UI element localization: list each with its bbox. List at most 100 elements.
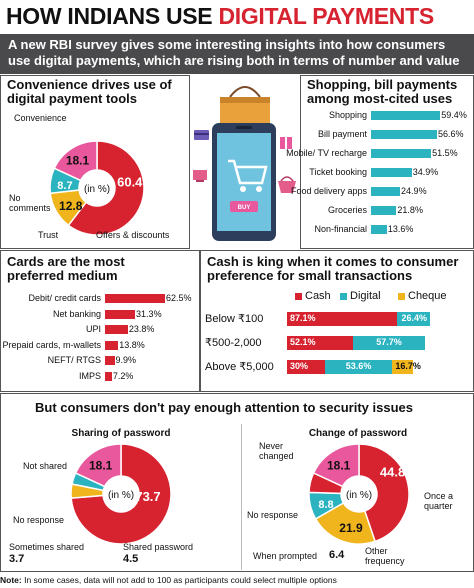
- medium-bar-0: [105, 294, 165, 303]
- cash-legend-swatch-1: [340, 293, 347, 300]
- uses-label-5: Groceries: [327, 205, 367, 215]
- sharing-value-3: 18.1: [89, 458, 113, 472]
- illustration: BUY: [190, 75, 300, 249]
- medium-label-3: Prepaid cards, m-wallets: [2, 339, 101, 350]
- buy-button: BUY: [230, 201, 258, 212]
- shopping-panel: Shopping, bill payments among most-cited…: [286, 75, 474, 250]
- change-value-4: 18.1: [327, 458, 351, 472]
- medium-value-5: 7.2%: [112, 370, 134, 381]
- shopping-illustration: BUY: [193, 86, 296, 241]
- cash-category-1: ₹500-2,000: [205, 337, 262, 349]
- uses-value-3: 34.9%: [412, 167, 439, 177]
- change-value-1: 21.9: [339, 521, 363, 535]
- cash-seg-0-1: 26.4%: [396, 312, 430, 326]
- uses-bar-chart: Shopping 59.4% Bill payment 56.6% Mobile/ TV…: [286, 76, 474, 250]
- uses-bar-5: [371, 206, 397, 215]
- convenience-value-2: 8.7: [57, 180, 72, 192]
- value-shared-password: 4.5: [123, 553, 139, 565]
- medium-value-1: 31.3%: [136, 308, 162, 319]
- medium-label-1: Net banking: [52, 308, 101, 319]
- medium-bar-chart: Debit/ credit cards 62.5% Net banking 31.3%…: [1, 251, 201, 393]
- label-once-a-quarter: Once a quarter: [424, 491, 454, 511]
- security-panel: But consumers don't pay enough attention…: [0, 393, 474, 572]
- uses-value-2: 51.5%: [432, 148, 458, 158]
- intro-text: A new RBI survey gives some interesting …: [0, 34, 474, 74]
- medium-label-4: NEFT/ RTGS: [47, 355, 101, 365]
- shopping-bag-icon: [220, 86, 270, 129]
- uses-bar-2: [371, 149, 432, 158]
- cash-legend-label-0: Cash: [305, 290, 331, 302]
- change-slice-4: [312, 443, 360, 488]
- shopping-title: Shopping, bill payments among most-cited…: [307, 77, 458, 106]
- cash-legend-swatch-0: [295, 293, 302, 300]
- cash-legend-label-2: Cheque: [408, 290, 447, 302]
- uses-value-1: 56.6%: [438, 129, 464, 139]
- medium-label-5: IMPS: [78, 370, 101, 381]
- label-trust: Trust: [38, 230, 59, 240]
- change-value-0: 44.8: [380, 464, 405, 479]
- cash-bar-chart: Below ₹100 87.1% 26.4% ₹500-2,000 52.1% 57.7%…: [201, 251, 474, 393]
- cash-category-2: Above ₹5,000: [205, 361, 274, 373]
- medium-label-0: Debit/ credit cards: [28, 293, 101, 303]
- convenience-value-3: 18.1: [66, 154, 90, 168]
- cash-legend-swatch-2: [398, 293, 405, 300]
- medium-bar-5: [105, 371, 112, 381]
- cash-legend-label-1: Digital: [350, 290, 381, 302]
- change-center-label: (in %): [346, 490, 372, 501]
- uses-bar-0: [371, 111, 441, 120]
- uses-value-5: 21.8%: [397, 205, 423, 215]
- change-value-2: 8.8: [318, 499, 333, 511]
- cash-panel: Cash is king when it comes to consumer p…: [200, 250, 474, 392]
- uses-label-0: Shopping: [328, 110, 367, 120]
- cash-seg-2-2: 16.7%: [392, 360, 421, 374]
- cash-title: Cash is king when it comes to consumer p…: [207, 254, 459, 283]
- cards-panel: Cards are the most preferred medium Debi…: [0, 250, 200, 392]
- uses-label-6: Non-financial: [314, 224, 367, 234]
- cash-seg-0-0: 87.1%: [287, 312, 397, 326]
- change-slice-0: [358, 443, 410, 543]
- cash-seg-1-0: 52.1%: [287, 336, 353, 350]
- credit-card-icon: [194, 130, 209, 140]
- label-offers-discounts: Offers & discounts: [96, 230, 170, 240]
- label-shared-password: Shared password: [123, 542, 194, 552]
- medium-bar-4: [105, 356, 115, 365]
- sharing-title: Sharing of password: [71, 428, 171, 439]
- convenience-slice-3: [53, 140, 98, 182]
- headline: HOW INDIANS USE DIGITAL PAYMENTS: [6, 3, 434, 29]
- security-donuts: 73.7 18.1 (in %) 44.8 21.9 8.8 18.1 (in %): [70, 443, 410, 545]
- divider: [241, 424, 242, 570]
- convenience-slice-0: [67, 140, 145, 236]
- uses-bar-3: [371, 168, 412, 177]
- convenience-value-1: 12.8: [59, 199, 83, 213]
- uses-label-2: Mobile/ TV recharge: [286, 148, 367, 158]
- medium-value-4: 9.9%: [115, 355, 137, 365]
- cash-seg-1-1: 57.7%: [352, 336, 426, 350]
- sharing-center-label: (in %): [108, 490, 134, 501]
- medium-label-2: UPI: [85, 324, 101, 334]
- uses-value-4: 24.9%: [401, 186, 427, 196]
- cash-seg-2-1: 53.6%: [324, 360, 393, 374]
- uses-bar-6: [371, 225, 387, 234]
- convenience-donut: 60.4 12.8 8.7 18.1 (in %): [49, 140, 145, 236]
- label-other-frequency: Other frequency: [365, 546, 405, 566]
- label-never-changed: Never changed: [259, 441, 294, 461]
- medium-value-2: 23.8%: [128, 324, 155, 334]
- sharing-value-0: 73.7: [135, 489, 160, 504]
- uses-bar-4: [371, 187, 401, 196]
- medium-bar-2: [105, 325, 128, 334]
- cards-title: Cards are the most preferred medium: [7, 254, 125, 283]
- label-no-response-change: No response: [247, 510, 299, 520]
- tv-icon: [193, 170, 207, 182]
- label-when-prompted: When prompted: [253, 551, 318, 561]
- cash-category-0: Below ₹100: [205, 313, 264, 325]
- uses-label-1: Bill payment: [317, 129, 367, 139]
- medium-bar-3: [105, 340, 119, 350]
- convenience-title: Convenience drives use of digital paymen…: [7, 77, 172, 106]
- sharing-slice-0: [70, 443, 172, 545]
- gift-icon: [280, 137, 292, 149]
- cash-seg-2-0: 30%: [287, 360, 325, 374]
- convenience-panel: Convenience drives use of digital paymen…: [0, 75, 190, 249]
- convenience-value-0: 60.4: [117, 174, 143, 189]
- medium-value-3: 13.8%: [119, 339, 145, 350]
- uses-value-0: 59.4%: [441, 110, 467, 120]
